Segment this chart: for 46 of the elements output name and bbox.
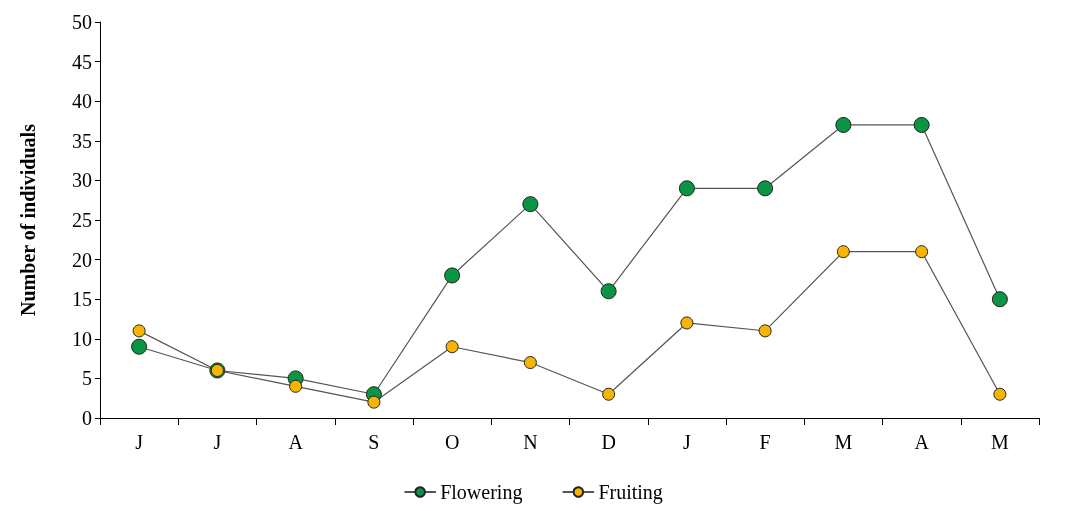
x-tick-label: A — [914, 431, 930, 453]
x-tick-label: M — [990, 431, 1009, 453]
point — [678, 180, 695, 197]
y-tick-label: 10 — [72, 327, 92, 350]
x-tick-label: M — [834, 431, 853, 453]
x-tick-label: A — [288, 431, 304, 453]
x-tick-label: O — [444, 431, 460, 453]
x-tick-label: D — [601, 431, 616, 453]
point — [993, 387, 1007, 401]
point — [289, 379, 303, 393]
y-tick-label: 40 — [72, 90, 92, 113]
y-tick-label: 0 — [82, 407, 92, 429]
y-tick-label: 45 — [72, 50, 92, 73]
x-tick-label: S — [368, 431, 380, 453]
y-tick-label: 35 — [72, 129, 92, 152]
point — [836, 245, 850, 259]
point — [131, 338, 148, 355]
x-tick-label: J — [213, 431, 222, 453]
point — [523, 356, 537, 370]
point — [757, 180, 774, 197]
point — [758, 324, 772, 338]
point — [915, 245, 929, 259]
point — [600, 283, 617, 300]
point — [913, 116, 930, 133]
y-axis-title: Number of individuals — [17, 123, 39, 316]
point — [444, 267, 461, 284]
x-tick-label: N — [523, 431, 538, 453]
y-tick-label: 30 — [72, 169, 92, 192]
y-tick-label: 50 — [72, 11, 92, 33]
point — [132, 324, 146, 338]
point — [445, 340, 459, 354]
x-tick-label: J — [682, 431, 691, 453]
y-tick-label: 5 — [82, 367, 92, 390]
y-tick-label: 25 — [72, 209, 92, 231]
point — [602, 387, 616, 401]
legend-label: Fruiting — [598, 481, 663, 504]
legend-label: Flowering — [440, 481, 523, 504]
point — [991, 291, 1008, 308]
point — [367, 395, 381, 409]
point — [680, 316, 694, 330]
y-tick-label: 20 — [72, 248, 92, 271]
y-tick-label: 15 — [72, 288, 92, 311]
point — [522, 196, 539, 213]
x-tick-label: J — [135, 431, 144, 453]
point — [835, 116, 852, 133]
x-tick-label: F — [759, 431, 771, 453]
